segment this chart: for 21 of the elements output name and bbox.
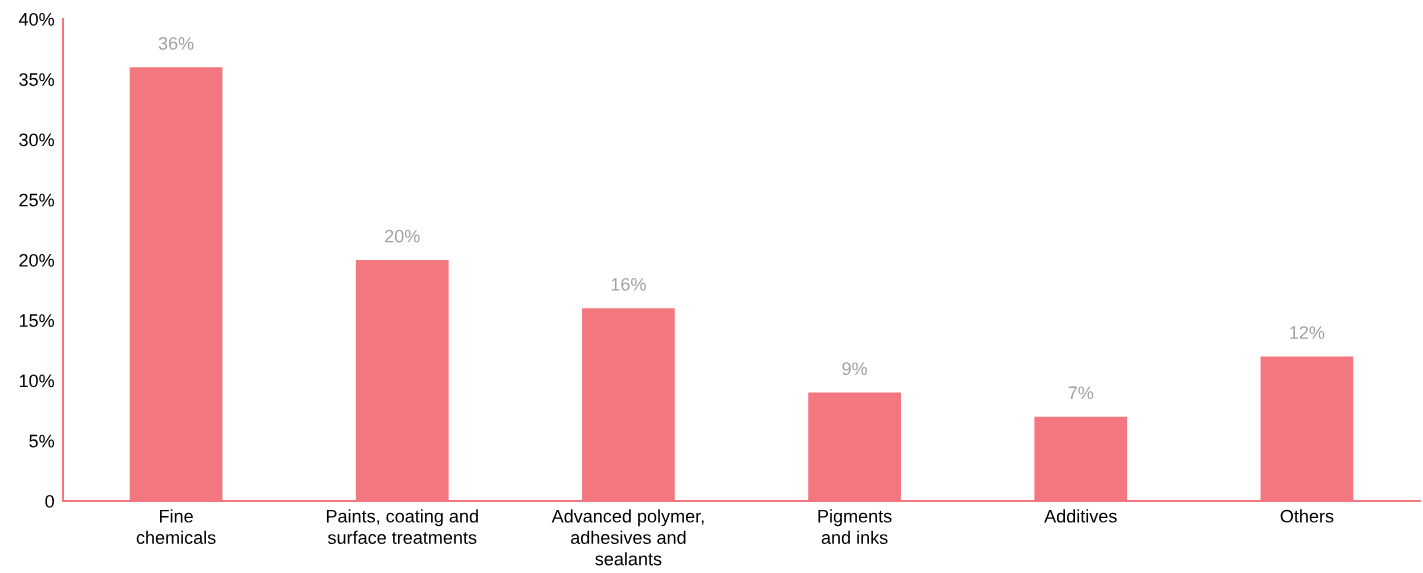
y-tick-label: 25%	[19, 193, 55, 207]
x-tick-label: Fine chemicals	[136, 509, 216, 545]
y-tick-label: 20%	[19, 253, 55, 267]
x-tick-label: Pigments and inks	[818, 509, 892, 545]
y-tick-label: 30%	[19, 133, 55, 147]
x-tick-label: Advanced polymer, adhesives and sealants	[551, 509, 704, 566]
y-tick-label: 10%	[19, 374, 55, 388]
y-tick-label: 0	[45, 494, 54, 508]
data-label: 12%	[1290, 326, 1325, 339]
x-tick-label: Additives	[1044, 509, 1117, 523]
y-tick-label: 15%	[19, 314, 55, 327]
y-tick-label: 35%	[19, 73, 55, 86]
data-label: 9%	[842, 362, 867, 376]
y-tick-label: 5%	[29, 434, 55, 448]
x-tick-label: Paints, coating and surface treatments	[326, 509, 478, 545]
data-label: 7%	[1068, 386, 1094, 400]
data-label: 20%	[385, 229, 420, 243]
x-tick-label: Others	[1280, 509, 1334, 523]
y-tick-label: 40%	[18, 12, 55, 26]
data-label: 16%	[611, 277, 646, 291]
data-label: 36%	[158, 36, 194, 50]
